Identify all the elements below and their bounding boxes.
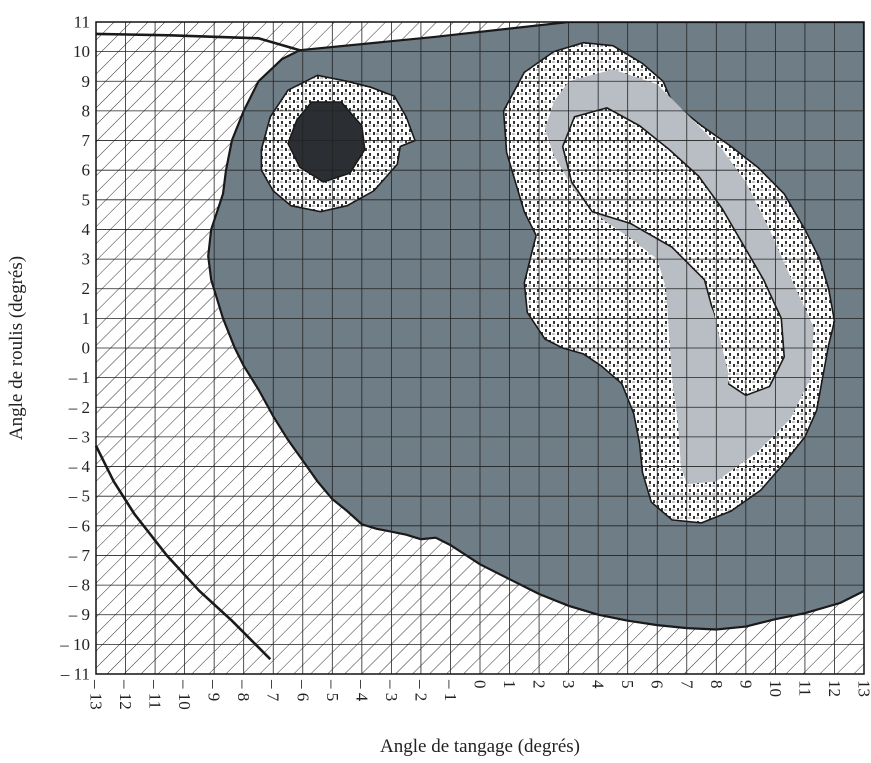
y-tick-label: – 9 — [68, 605, 90, 624]
y-tick-label: 0 — [82, 339, 91, 358]
x-tick-label: – 1 — [441, 679, 460, 701]
y-tick-label: 3 — [82, 250, 91, 269]
y-tick-label: 7 — [82, 131, 91, 150]
x-tick-label: 2 — [530, 680, 549, 689]
x-axis-title: Angle de tangage (degrés) — [380, 736, 580, 757]
y-axis-title: Angle de roulis (degrés) — [6, 256, 27, 440]
x-tick-label: 1 — [500, 680, 519, 689]
x-tick-label: 12 — [825, 680, 844, 697]
x-tick-label: – 2 — [411, 679, 430, 701]
x-tick-label: – 7 — [264, 679, 283, 702]
y-tick-label: – 10 — [59, 635, 90, 654]
x-tick-label: – 10 — [175, 679, 194, 710]
x-tick-label: 13 — [855, 680, 871, 697]
x-tick-label: – 13 — [87, 679, 106, 710]
y-tick-label: 10 — [73, 42, 90, 61]
y-tick-label: 5 — [82, 190, 91, 209]
x-tick-label: 0 — [471, 680, 490, 689]
x-tick-label: 7 — [677, 680, 696, 689]
y-tick-label: – 1 — [68, 368, 90, 387]
x-tick-label: – 9 — [205, 679, 224, 701]
y-tick-label: 6 — [82, 161, 91, 180]
y-tick-label: 9 — [82, 72, 91, 91]
y-tick-label: – 7 — [68, 546, 91, 565]
x-tick-label: 5 — [618, 680, 637, 689]
y-tick-label: 4 — [82, 220, 91, 239]
region-core-2 — [287, 101, 366, 183]
y-tick-label: – 5 — [68, 487, 90, 506]
x-tick-label: 11 — [795, 680, 814, 696]
x-tick-label: 3 — [559, 680, 578, 689]
y-tick-label: – 2 — [68, 398, 90, 417]
x-tick-label: 6 — [648, 680, 667, 689]
y-tick-label: – 6 — [68, 516, 90, 535]
plot-frame — [95, 21, 865, 675]
region-band-6 — [689, 276, 729, 473]
y-tick-label: – 11 — [60, 665, 90, 684]
x-tick-label: 4 — [589, 680, 608, 689]
y-tick-label: – 4 — [68, 457, 91, 476]
x-tick-label: 8 — [707, 680, 726, 689]
y-tick-label: 11 — [74, 13, 90, 32]
y-tick-label: 8 — [82, 101, 91, 120]
x-tick-label: – 5 — [323, 679, 342, 701]
x-tick-label: – 6 — [293, 679, 312, 701]
x-tick-label: 10 — [766, 680, 785, 697]
y-tick-label: – 8 — [68, 576, 90, 595]
x-tick-label: – 12 — [116, 679, 135, 710]
x-tick-label: – 4 — [352, 679, 371, 702]
y-tick-label: – 3 — [68, 427, 90, 446]
boundary-curve-1 — [94, 445, 272, 661]
y-tick-label: 1 — [82, 309, 91, 328]
x-tick-label: – 3 — [382, 679, 401, 701]
y-tick-label: 2 — [82, 279, 91, 298]
x-tick-label: 9 — [736, 680, 755, 689]
x-tick-label: – 11 — [146, 679, 165, 709]
x-tick-label: – 8 — [234, 679, 253, 701]
region-dots-5 — [561, 107, 786, 397]
boundary-curve-0 — [95, 32, 301, 52]
